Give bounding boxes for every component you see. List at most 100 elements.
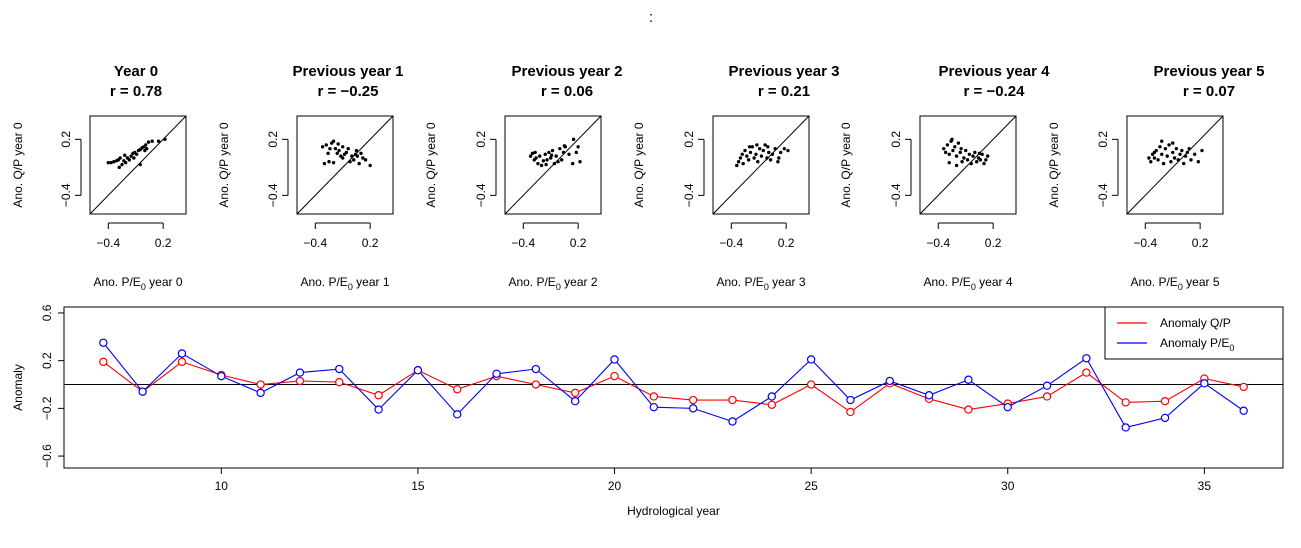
scatter-point — [163, 137, 167, 142]
scatter-title: Previous year 4 — [939, 63, 1051, 80]
scatter-point — [559, 158, 564, 162]
scatter-point — [320, 145, 325, 149]
scatter-point — [965, 158, 970, 162]
series-marker — [688, 395, 698, 405]
scatter-point — [341, 156, 345, 160]
scatter-point — [1183, 154, 1188, 158]
scatter-title: Previous year 5 — [1154, 63, 1265, 80]
scatter-x-label: Ano. P/E0 year 1 — [300, 275, 389, 292]
scatter-point — [337, 148, 341, 153]
scatter-r-label: r = 0.78 — [110, 83, 162, 100]
series-marker — [99, 338, 108, 347]
series-marker — [964, 375, 973, 384]
scatter-y-tick-label: 0.2 — [889, 131, 903, 148]
scatter-point — [980, 152, 984, 156]
scatter-point — [363, 158, 368, 162]
scatter-x-tick-label: 0.2 — [570, 236, 587, 250]
scatter-point — [359, 151, 363, 156]
scatter-y-tick-label: −0.4 — [1096, 183, 1110, 207]
scatter-plot-box — [89, 115, 187, 215]
scatter-point — [1169, 160, 1173, 164]
scatter-point — [144, 143, 148, 147]
scatter-point — [567, 152, 571, 156]
series-marker — [531, 380, 541, 389]
scatter-point — [1149, 160, 1153, 164]
series-marker — [1121, 398, 1130, 407]
scatter-point — [570, 161, 575, 166]
x-label-subscript: 0 — [764, 282, 769, 292]
series-marker — [570, 397, 580, 406]
legend-label-subscript: 0 — [1229, 343, 1234, 353]
scatter-title: Previous year 2 — [512, 63, 623, 80]
scatter-point — [943, 150, 948, 155]
scatter-point — [1200, 148, 1204, 153]
scatter-point — [969, 161, 973, 166]
timeseries-y-tick-label: −0.6 — [40, 444, 54, 468]
scatter-point — [574, 150, 579, 155]
figure-top-title: : — [649, 9, 653, 26]
series-marker — [177, 349, 187, 358]
scatter-point — [545, 158, 549, 162]
series-marker — [1082, 354, 1091, 363]
scatter-y-tick-label: 0.2 — [682, 131, 696, 148]
scatter-point — [355, 154, 360, 158]
scatter-point — [368, 163, 372, 168]
scatter-x-tick-label: 0.2 — [778, 236, 795, 250]
x-label-tail: year 2 — [561, 275, 598, 289]
series-marker — [1003, 402, 1012, 412]
x-label-subscript: 0 — [971, 282, 976, 292]
scatter-point — [127, 158, 132, 162]
scatter-point — [556, 160, 560, 164]
scatter-point — [1185, 150, 1190, 155]
scatter-x-tick-label: −0.4 — [96, 236, 120, 250]
scatter-point — [327, 160, 331, 164]
scatter-point — [735, 163, 739, 168]
scatter-point — [750, 145, 755, 149]
scatter-point — [1152, 156, 1157, 160]
scatter-point — [942, 146, 946, 151]
scatter-y-tick-label: 0.2 — [59, 131, 73, 148]
series-marker — [1239, 382, 1248, 392]
scatter-point — [554, 154, 558, 158]
scatter-point — [331, 160, 336, 165]
scatter-diagonal-line — [504, 115, 602, 215]
scatter-point — [741, 161, 745, 166]
scatter-point — [331, 139, 336, 143]
x-label-tail: year 4 — [976, 275, 1013, 289]
series-marker — [531, 364, 541, 374]
series-marker — [1082, 368, 1091, 377]
scatter-point — [777, 156, 781, 160]
series-marker — [1042, 381, 1052, 390]
scatter-diagonal-line — [919, 115, 1017, 215]
scatter-point — [765, 156, 769, 160]
scatter-point — [977, 151, 982, 156]
series-marker — [295, 368, 305, 377]
scatter-point — [530, 151, 535, 156]
scatter-y-label: Ano. Q/P year 0 — [217, 122, 231, 207]
scatter-point — [954, 154, 959, 158]
scatter-point — [953, 145, 957, 149]
scatter-y-label: Ano. Q/P year 0 — [11, 122, 25, 207]
scatter-point — [562, 144, 567, 148]
legend-label: Anomaly P/E0 — [1160, 336, 1234, 353]
scatter-point — [786, 148, 790, 153]
scatter-point — [346, 146, 350, 151]
timeseries-x-label: Hydrological year — [627, 504, 720, 518]
scatter-point — [759, 154, 764, 158]
scatter-point — [776, 160, 780, 164]
scatter-panel-1: Previous year 1 r = −0.25 −0.4 0.2 −0.4 0.2 An… — [217, 63, 403, 292]
scatter-point — [129, 154, 133, 158]
series-marker — [610, 355, 619, 364]
scatter-r-label: r = 0.21 — [758, 83, 810, 100]
scatter-point — [984, 158, 988, 162]
scatter-plot-box — [919, 115, 1017, 215]
scatter-y-tick-label: −0.4 — [682, 183, 696, 207]
series-marker — [295, 376, 305, 386]
scatter-point — [117, 165, 121, 170]
scatter-point — [558, 146, 562, 151]
series-marker — [610, 371, 619, 381]
x-label-main: Ano. P/E — [1130, 275, 1177, 289]
scatter-point — [561, 150, 566, 155]
legend-label-main: Anomaly Q/P — [1160, 316, 1231, 330]
